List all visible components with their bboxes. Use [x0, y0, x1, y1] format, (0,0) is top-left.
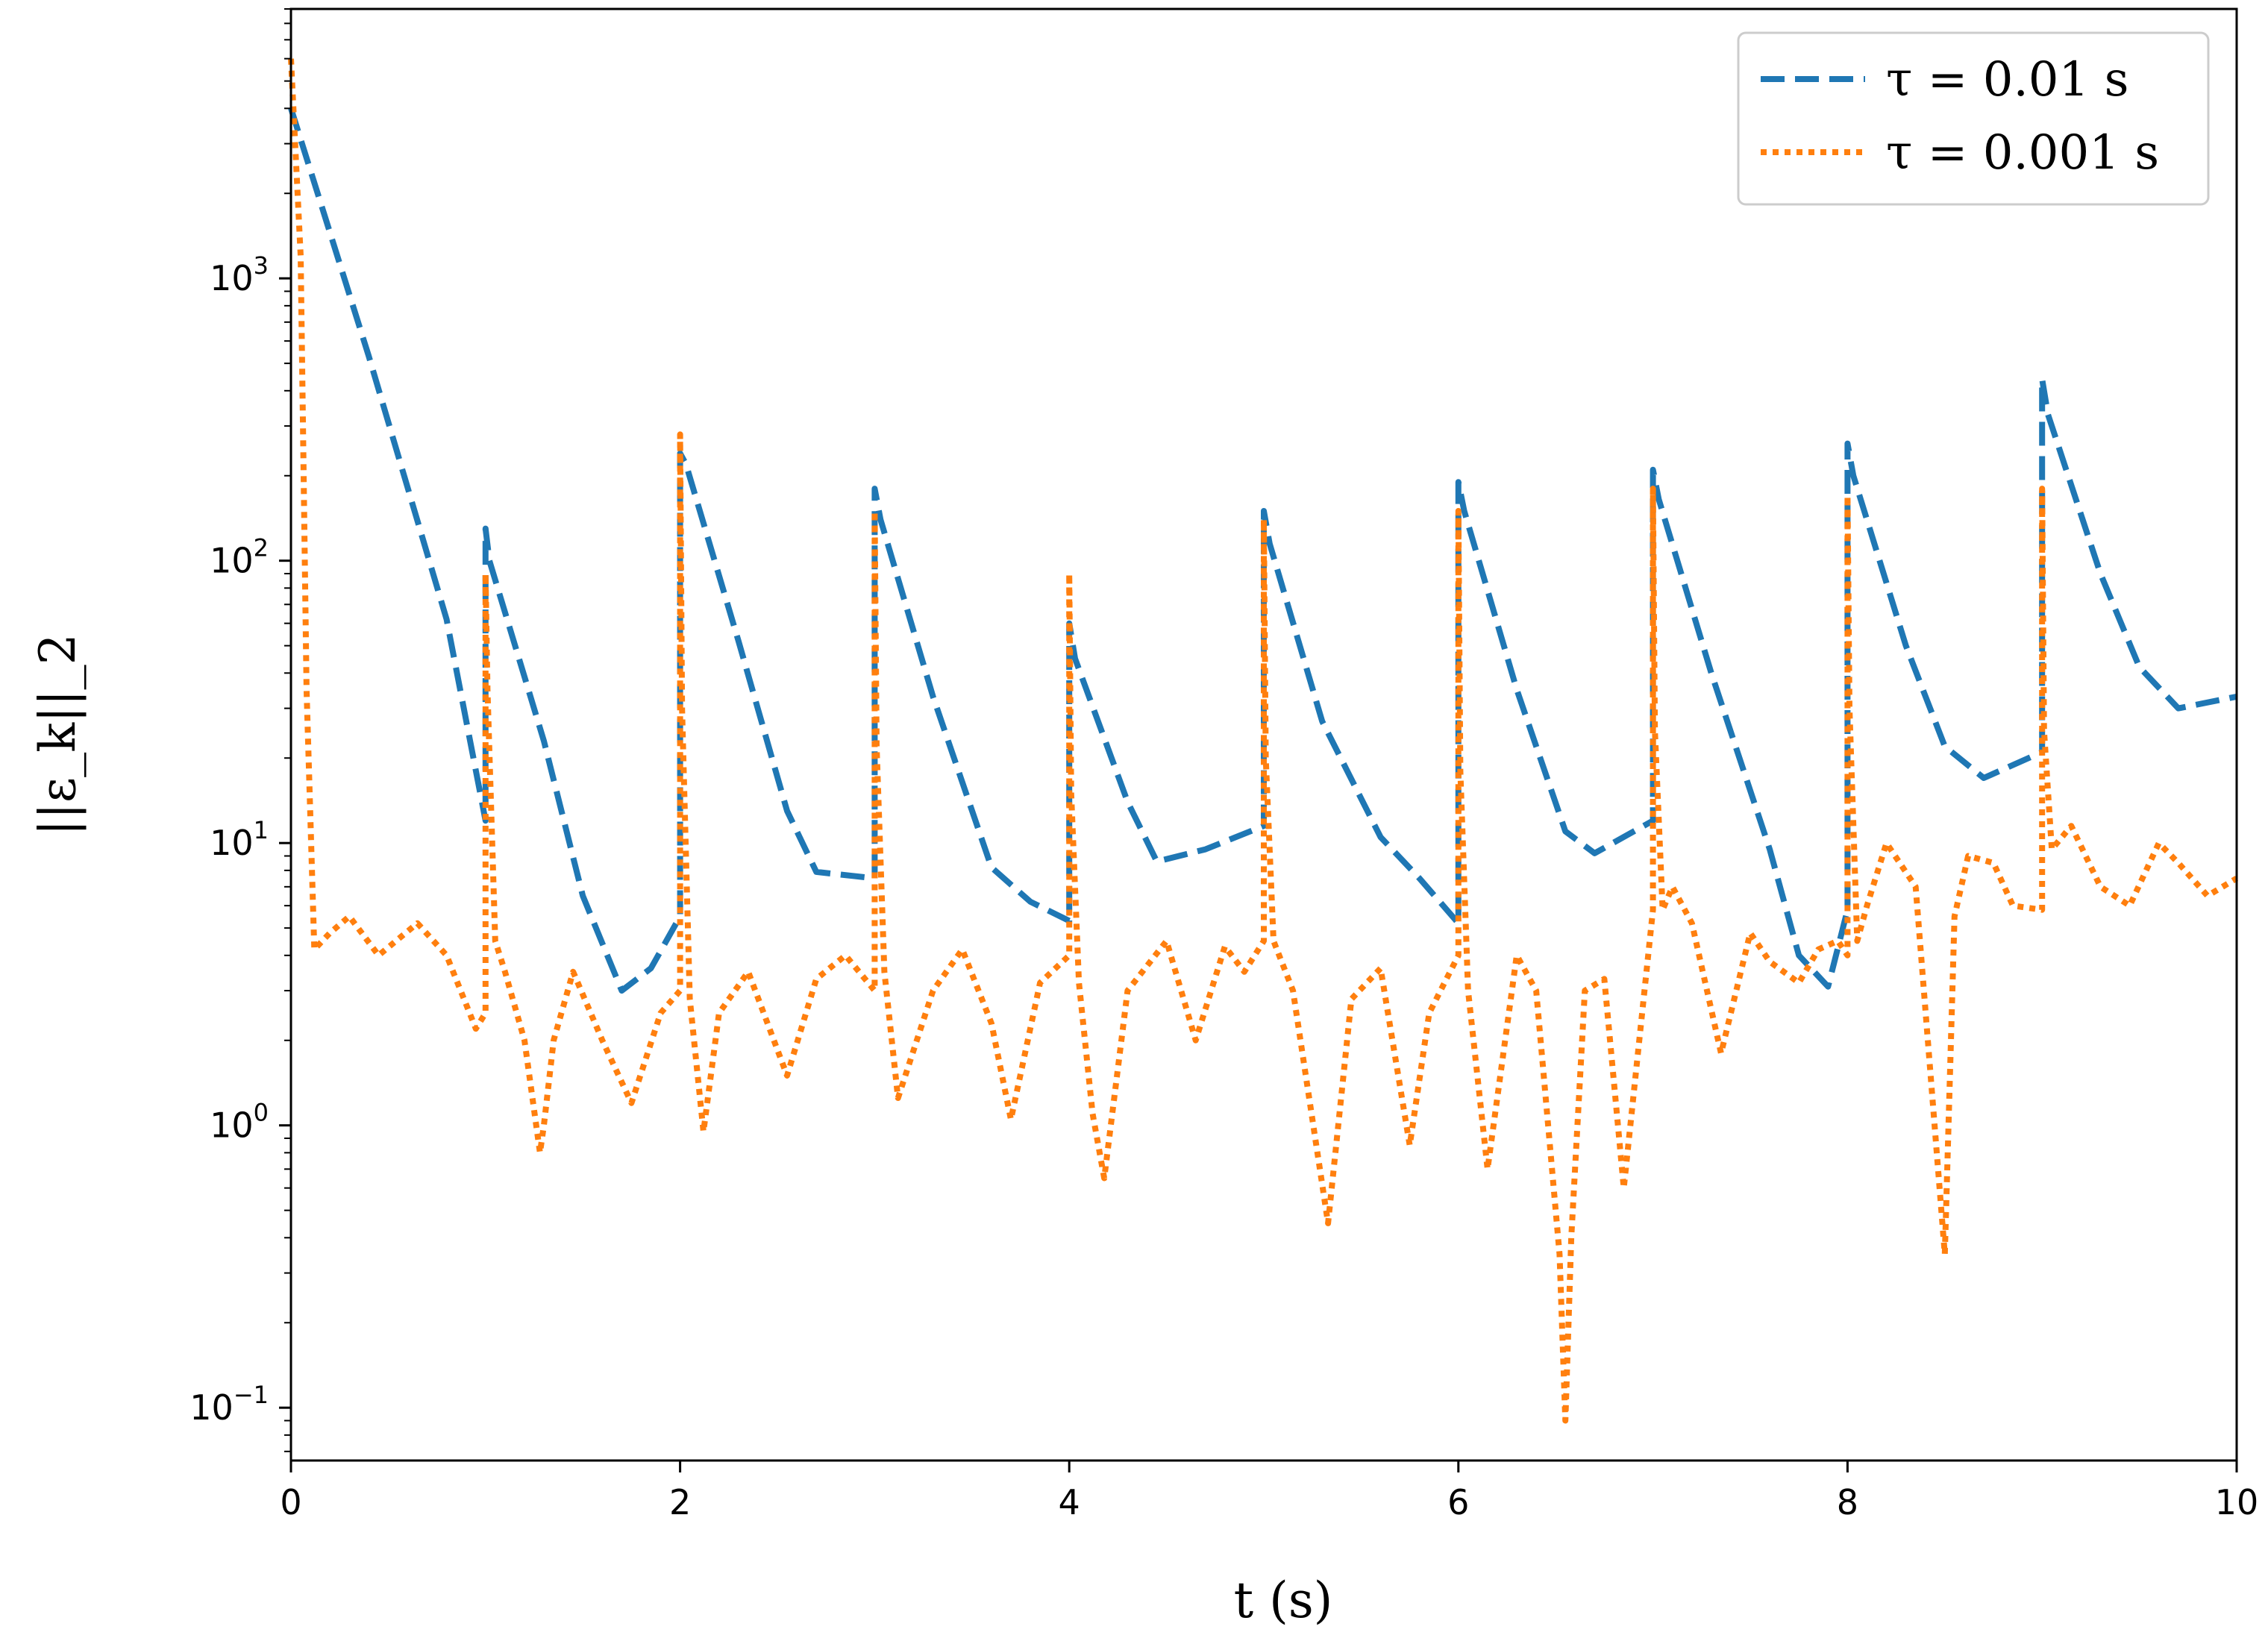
x-tick-label: 4: [1059, 1482, 1080, 1522]
y-tick-label: 102: [210, 534, 269, 581]
series-line-2: [288, 58, 2239, 1424]
y-tick-label: 103: [210, 251, 269, 298]
x-tick-label: 0: [280, 1482, 301, 1522]
series-line-1: [288, 107, 2237, 994]
plot-area: [291, 9, 2237, 1461]
x-axis-title: t (s): [1234, 1572, 1333, 1629]
x-tick-label: 6: [1447, 1482, 1469, 1522]
y-tick-label: 101: [210, 816, 269, 863]
legend-label-series-1: τ = 0.01 s: [1886, 52, 2128, 107]
y-axis-title: ||ε_k||_2: [29, 633, 87, 835]
x-tick-label: 8: [1837, 1482, 1858, 1522]
y-axis: 10−1 100 101 102 103: [189, 8, 291, 1452]
x-tick-label: 2: [669, 1482, 691, 1522]
legend-label-series-2: τ = 0.001 s: [1886, 125, 2159, 181]
y-tick-label: 10−1: [189, 1381, 269, 1428]
y-tick-label: 100: [210, 1099, 269, 1146]
x-axis: 0 2 4 6 8 10: [280, 1461, 2258, 1522]
plot-frame: [289, 7, 2238, 1462]
legend: τ = 0.01 s τ = 0.001 s: [1737, 31, 2210, 206]
x-tick-label: 10: [2215, 1482, 2259, 1522]
series-layer: [288, 58, 2239, 1424]
legend-box: [1737, 31, 2210, 206]
